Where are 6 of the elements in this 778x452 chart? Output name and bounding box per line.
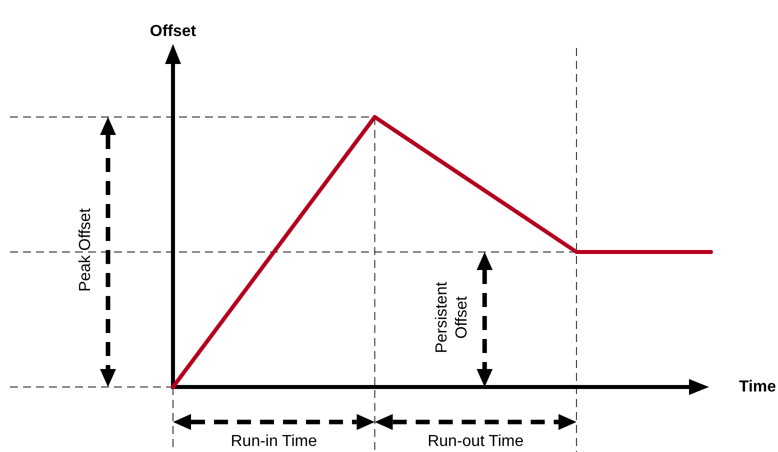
y-axis-title: Offset	[150, 23, 197, 40]
annotation: Persistent Offset	[434, 281, 471, 354]
text: Run-out Time	[428, 433, 524, 450]
x-axis-title: Time	[739, 378, 776, 396]
text: Run-in Time	[230, 433, 318, 450]
text: Peak Offset	[77, 208, 94, 292]
